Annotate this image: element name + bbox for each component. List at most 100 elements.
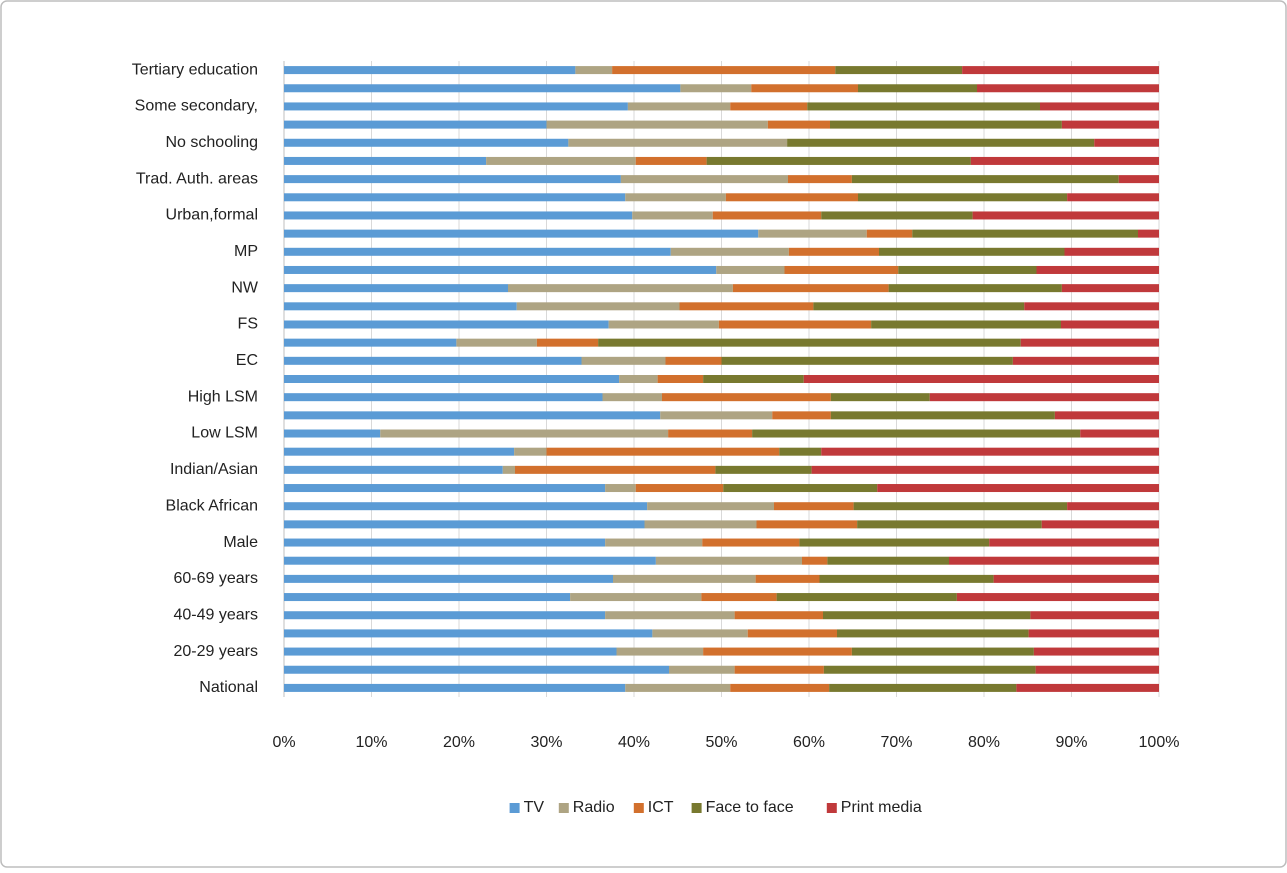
bar-segment	[712, 211, 822, 220]
bar-segment	[570, 593, 702, 602]
bar-segment	[662, 393, 831, 402]
bar-segment	[598, 338, 1021, 347]
bar-segment	[284, 175, 621, 184]
bar-segment	[803, 375, 1159, 383]
bar-segment	[665, 356, 722, 365]
x-tick-label: 80%	[968, 734, 1000, 751]
bar-segment	[830, 120, 1062, 129]
bar-segment	[837, 629, 1029, 638]
bar-segment	[284, 247, 671, 256]
bar-segment	[706, 156, 971, 165]
bar-segment	[655, 556, 802, 565]
bar-segment	[1036, 265, 1159, 274]
bar-segment	[721, 356, 1013, 365]
y-tick-label: Indian/Asian	[170, 461, 258, 478]
bar-segment	[679, 302, 814, 311]
legend-swatch	[826, 803, 837, 813]
bar-segment	[1033, 647, 1159, 656]
legend-swatch	[633, 803, 644, 813]
bar-segment	[1118, 175, 1159, 184]
bar-segment	[284, 138, 569, 147]
bar-segment	[568, 138, 788, 147]
x-tick-label: 90%	[1055, 734, 1087, 751]
bar-segment	[284, 284, 508, 293]
x-tick-label: 10%	[355, 734, 387, 751]
bar-segment	[732, 284, 889, 293]
bar-segment	[723, 484, 878, 493]
legend-label: Radio	[573, 799, 615, 816]
bar-segment	[715, 465, 812, 474]
bar-segment	[830, 393, 930, 402]
y-tick-label: Some secondary,	[135, 98, 258, 115]
x-tick-label: 60%	[793, 734, 825, 751]
bar-segment	[701, 593, 777, 602]
bar-segment	[912, 229, 1138, 238]
bar-segment	[625, 683, 731, 692]
bar-segment	[718, 320, 872, 329]
bar-segment	[877, 484, 1159, 493]
bar-segment	[1012, 356, 1159, 365]
bar-segment	[660, 411, 773, 420]
bar-segment	[977, 84, 1159, 93]
bar-segment	[284, 429, 381, 438]
bar-segment	[284, 375, 620, 383]
y-tick-label: Trad. Auth. areas	[136, 170, 258, 187]
bar-segment	[1035, 665, 1159, 674]
x-tick-label: 100%	[1139, 734, 1180, 751]
bar-segment	[747, 629, 837, 638]
bar-segment	[1138, 229, 1159, 238]
bar-segment	[284, 502, 648, 511]
bar-segment	[284, 683, 626, 692]
bar-segment	[536, 338, 599, 347]
y-tick-label: High LSM	[188, 388, 258, 405]
bar-segment	[788, 175, 852, 184]
bar-segment	[821, 211, 973, 220]
x-tick-label: 40%	[618, 734, 650, 751]
bar-segment	[858, 84, 977, 93]
bar-segment	[767, 120, 830, 129]
bar-segment	[1040, 102, 1159, 111]
bar-segment	[1094, 138, 1159, 147]
bar-segment	[1020, 338, 1159, 347]
bar-segment	[284, 120, 547, 129]
bar-segment	[755, 574, 820, 583]
bar-segment	[668, 429, 753, 438]
y-tick-label: Male	[223, 534, 258, 551]
bar-segment	[546, 447, 780, 456]
bar-segment	[851, 175, 1119, 184]
bar-segment	[625, 193, 726, 202]
y-tick-label: 40-49 years	[174, 606, 259, 623]
bar-segment	[284, 320, 609, 329]
bar-segment	[514, 447, 547, 456]
legend-swatch	[691, 803, 702, 813]
bar-segment	[608, 320, 719, 329]
legend-label: Print media	[841, 799, 922, 816]
bar-segment	[703, 647, 852, 656]
bar-segment	[787, 138, 1095, 147]
bar-segment	[751, 84, 858, 93]
bar-segment	[835, 66, 963, 75]
bar-segment	[772, 411, 831, 420]
bar-segment	[284, 520, 645, 529]
bar-segment	[774, 502, 854, 511]
bar-segment	[284, 211, 633, 220]
bar-segment	[734, 665, 824, 674]
bar-segment	[546, 120, 768, 129]
bar-segment	[758, 229, 867, 238]
bar-segment	[516, 302, 680, 311]
bar-segment	[1080, 429, 1159, 438]
legend-label: ICT	[648, 799, 674, 816]
bar-segment	[1067, 502, 1159, 511]
bar-segment	[823, 665, 1036, 674]
legend-swatch	[558, 803, 569, 813]
bar-segment	[972, 211, 1159, 220]
bar-segment	[1041, 520, 1159, 529]
bar-segment	[779, 447, 822, 456]
bar-segment	[456, 338, 537, 347]
y-tick-label: MP	[234, 243, 258, 260]
bar-segment	[1061, 120, 1159, 129]
x-tick-label: 70%	[880, 734, 912, 751]
bar-segment	[799, 538, 990, 547]
y-tick-label: EC	[236, 352, 258, 369]
